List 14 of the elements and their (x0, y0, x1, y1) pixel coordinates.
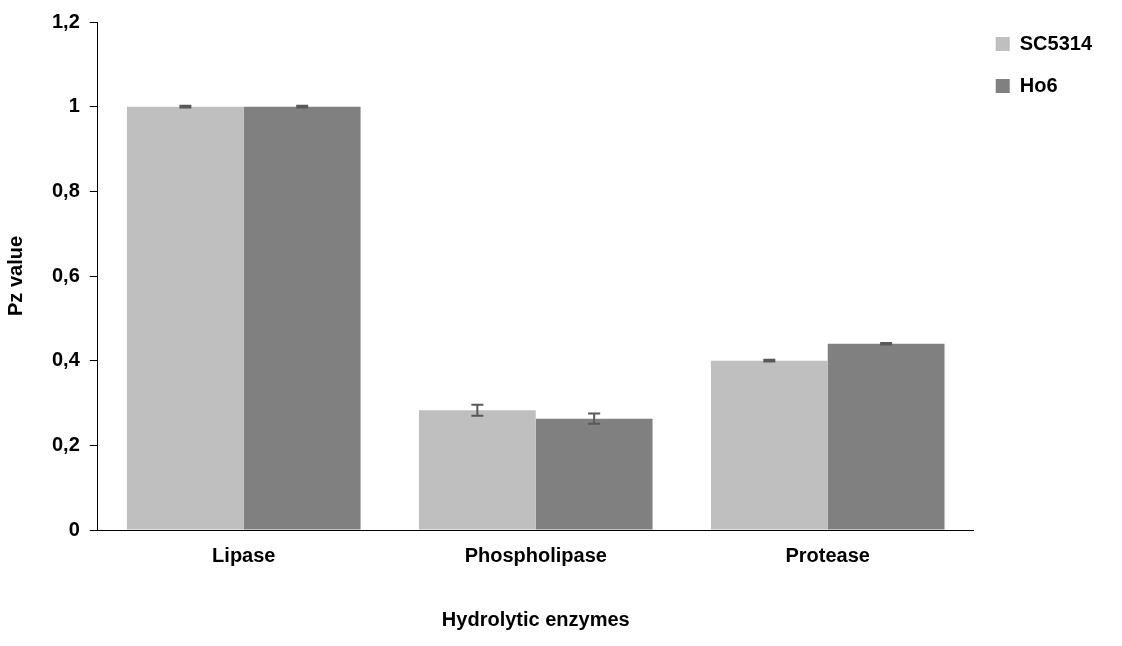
legend-label: Ho6 (1019, 73, 1058, 96)
y-tick-label: 1,2 (51, 9, 80, 32)
x-axis-title: Hydrolytic enzymes (441, 607, 630, 630)
y-axis-title: Pz value (3, 235, 26, 317)
y-tick-label: 0,8 (51, 178, 80, 201)
x-tick-label: Lipase (212, 543, 276, 566)
y-tick-label: 0,2 (51, 432, 80, 455)
y-tick-label: 1 (68, 94, 80, 117)
y-tick-label: 0 (68, 517, 80, 540)
y-tick-label: 0,6 (51, 263, 80, 286)
legend-label: SC5314 (1019, 31, 1093, 54)
y-tick-label: 0,4 (51, 348, 81, 371)
x-tick-label: Protease (785, 543, 870, 566)
x-tick-label: Phospholipase (464, 543, 607, 566)
